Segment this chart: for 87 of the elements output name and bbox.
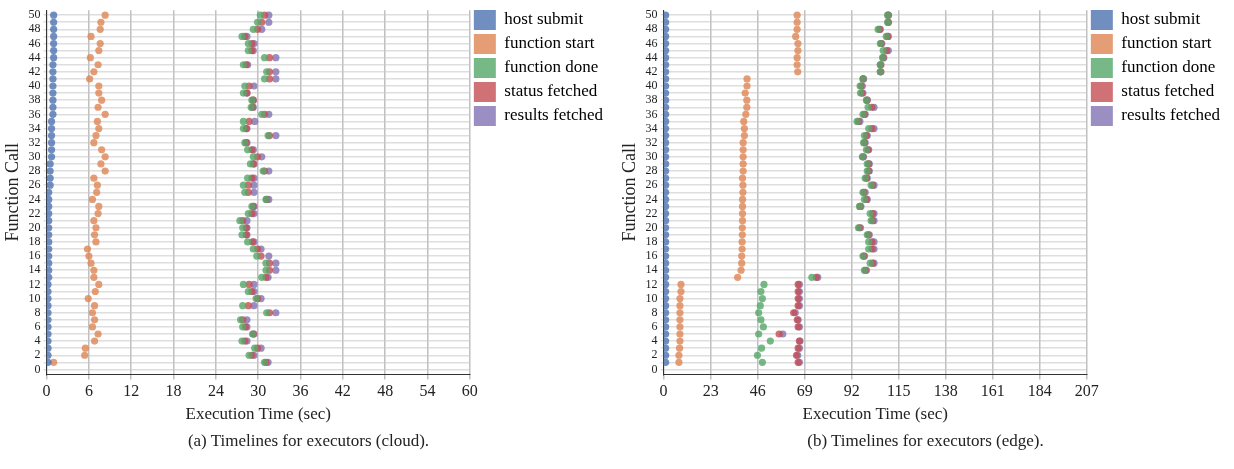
y-tick-label: 0 (651, 361, 658, 376)
x-tick-label: 92 (843, 382, 860, 400)
y-tick-label: 10 (28, 290, 41, 305)
legend-label: host submit (504, 9, 584, 29)
legend-label: status fetched (1121, 81, 1215, 101)
y-tick-label: 34 (645, 120, 658, 135)
y-tick-label: 0 (34, 361, 41, 376)
y-tick-label: 44 (645, 49, 658, 64)
y-tick-label: 24 (28, 191, 41, 206)
y-tick-label: 6 (34, 319, 41, 334)
y-axis-title: Function Call (1, 143, 22, 242)
y-tick-label: 26 (28, 177, 41, 192)
y-tick-label: 44 (28, 49, 41, 64)
y-tick-label: 8 (651, 304, 658, 319)
y-tick-label: 38 (645, 92, 658, 107)
y-tick-label: 8 (34, 304, 41, 319)
x-tick-label: 46 (749, 382, 766, 400)
legend-label: results fetched (504, 105, 604, 125)
y-tick-label: 36 (645, 106, 658, 121)
y-tick-label: 14 (28, 262, 41, 277)
legend-label: status fetched (504, 81, 598, 101)
y-tick-label: 24 (645, 191, 658, 206)
y-tick-label: 4 (651, 333, 658, 348)
y-tick-label: 30 (645, 149, 658, 164)
y-tick-label: 18 (28, 234, 41, 249)
y-tick-label: 40 (28, 78, 41, 93)
y-tick-label: 32 (645, 134, 658, 149)
x-tick-label: 42 (334, 382, 351, 400)
y-tick-label: 12 (645, 276, 658, 291)
y-tick-label: 20 (645, 219, 658, 234)
x-tick-label: 23 (702, 382, 719, 400)
y-tick-label: 42 (28, 64, 41, 78)
y-tick-label: 26 (645, 177, 658, 192)
y-tick-label: 34 (28, 120, 41, 135)
x-axis-title: Execution Time (sec) (185, 404, 331, 424)
legend-label: host submit (1121, 9, 1201, 29)
y-tick-label: 50 (645, 7, 658, 22)
legend-label: function done (1121, 57, 1216, 77)
x-tick-label: 12 (123, 382, 140, 400)
y-tick-label: 16 (645, 248, 658, 263)
x-tick-label: 18 (165, 382, 182, 400)
x-tick-label: 161 (980, 382, 1005, 400)
x-tick-label: 54 (419, 382, 436, 400)
legend-label: function start (504, 33, 595, 53)
x-tick-label: 48 (377, 382, 394, 400)
legend-label: function done (504, 57, 599, 77)
y-tick-label: 16 (28, 248, 41, 263)
y-tick-label: 46 (28, 35, 41, 50)
y-tick-label: 6 (651, 319, 658, 334)
y-tick-label: 12 (28, 276, 41, 291)
y-tick-label: 30 (28, 149, 41, 164)
y-tick-label: 2 (651, 347, 658, 362)
text: (a) Timelines for executors (cloud). (186, 431, 431, 451)
x-tick-label: 207 (1074, 382, 1099, 400)
legend-label: function start (1121, 33, 1212, 53)
y-tick-label: 32 (28, 134, 41, 149)
y-tick-label: 10 (645, 290, 658, 305)
y-tick-label: 4 (34, 333, 41, 348)
y-tick-label: 18 (645, 234, 658, 249)
x-tick-label: 69 (796, 382, 813, 400)
y-tick-label: 28 (28, 163, 41, 178)
y-tick-label: 50 (28, 7, 41, 22)
x-tick-label: 115 (887, 382, 911, 400)
y-tick-label: 48 (28, 21, 41, 36)
y-tick-label: 46 (645, 35, 658, 50)
y-tick-label: 22 (645, 205, 658, 220)
y-tick-label: 38 (28, 92, 41, 107)
y-tick-label: 36 (28, 106, 41, 121)
x-axis-title: Execution Time (sec) (802, 404, 948, 424)
y-tick-label: 14 (645, 262, 658, 277)
y-tick-label: 48 (645, 21, 658, 36)
x-tick-label: 36 (292, 382, 309, 400)
y-tick-label: 2 (34, 347, 41, 362)
x-tick-label: 60 (461, 382, 478, 400)
x-tick-label: 30 (250, 382, 267, 400)
y-axis-title: Function Call (618, 143, 639, 242)
text: (b) Timelines for executors (edge). (806, 431, 1045, 451)
x-tick-label: 24 (207, 382, 224, 400)
y-tick-label: 42 (645, 64, 658, 78)
y-tick-label: 28 (645, 163, 658, 178)
x-tick-label: 6 (84, 382, 93, 400)
y-tick-label: 20 (28, 219, 41, 234)
x-tick-label: 184 (1027, 382, 1052, 400)
x-tick-label: 138 (933, 382, 958, 400)
legend-label: results fetched (1121, 105, 1221, 125)
y-tick-label: 22 (28, 205, 41, 220)
y-tick-label: 40 (645, 78, 658, 93)
